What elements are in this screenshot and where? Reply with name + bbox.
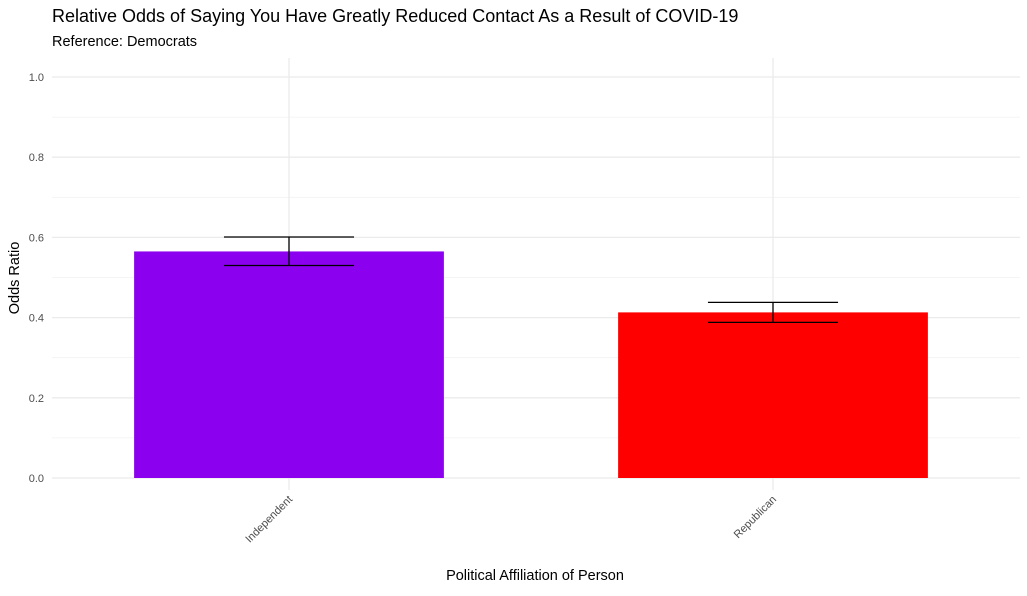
y-axis-ticks: 0.0 0.2 0.4 0.6 0.8 1.0 xyxy=(29,72,44,485)
error-bar-republican xyxy=(707,301,839,324)
y-tick-label: 0.0 xyxy=(29,473,44,485)
y-tick-label: 0.6 xyxy=(29,232,44,244)
x-tick-label: Independent xyxy=(243,494,295,546)
bar-layer xyxy=(134,251,928,478)
y-tick-label: 0.8 xyxy=(29,152,44,164)
error-bar-independent xyxy=(223,236,355,267)
x-tick-label: Republican xyxy=(732,494,779,541)
x-axis-title: Political Affiliation of Person xyxy=(446,568,624,584)
bar-republican xyxy=(618,312,928,478)
y-tick-label: 0.4 xyxy=(29,313,44,325)
x-axis-ticks: Independent Republican xyxy=(243,494,779,546)
chart-subtitle: Reference: Democrats xyxy=(52,34,197,50)
error-bar-layer xyxy=(223,236,839,324)
y-tick-label: 1.0 xyxy=(29,72,44,84)
y-axis-title: Odds Ratio xyxy=(7,242,23,315)
bar-independent xyxy=(134,251,444,478)
y-tick-label: 0.2 xyxy=(29,393,44,405)
chart-title: Relative Odds of Saying You Have Greatly… xyxy=(52,6,738,26)
